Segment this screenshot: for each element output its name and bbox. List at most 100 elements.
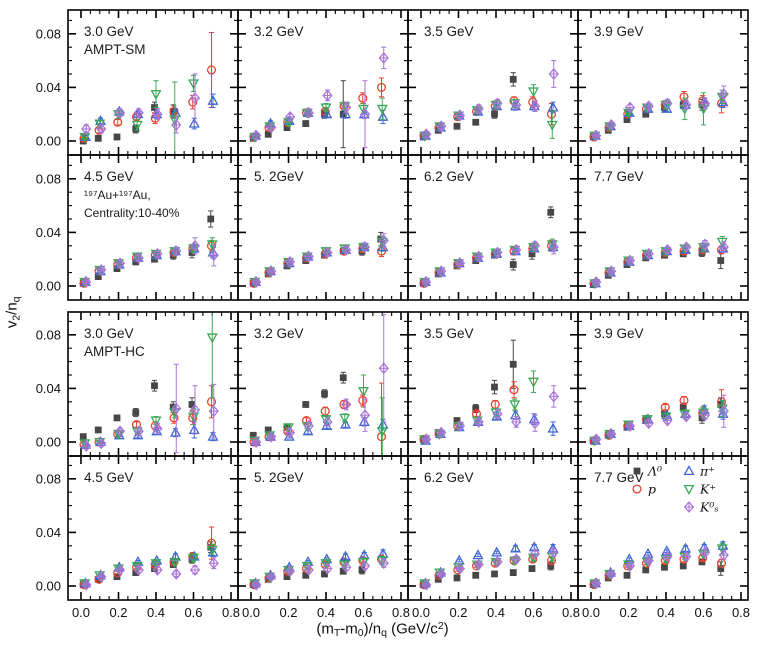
svg-text:0.4: 0.4 <box>147 605 165 620</box>
marker-pi <box>188 117 200 128</box>
marker-p <box>376 432 387 442</box>
marker-lambda <box>717 565 725 572</box>
marker-kshort <box>284 255 296 268</box>
marker-kshort <box>284 426 296 439</box>
marker-kshort <box>548 546 559 559</box>
marker-kplus <box>698 408 709 419</box>
marker-kshort <box>606 428 617 440</box>
marker-lambda <box>547 562 555 570</box>
panel-14: 0.0 0.2 0.4 0.6 0.8 5. 2GeV <box>237 455 410 620</box>
marker-kplus <box>623 108 634 119</box>
marker-lambda <box>113 133 121 141</box>
marker-lambda <box>79 433 87 441</box>
marker-kplus <box>320 415 332 426</box>
svg-text:5. 2GeV: 5. 2GeV <box>254 470 304 485</box>
marker-kshort <box>114 563 126 576</box>
marker-kshort <box>681 550 692 563</box>
svg-text:7.7 GeV: 7.7 GeV <box>594 470 644 485</box>
marker-pi <box>321 108 333 119</box>
marker-kplus <box>79 439 91 450</box>
marker-kshort <box>511 415 522 428</box>
panel-11: 3.5 GeV <box>407 311 579 457</box>
marker-kplus <box>150 90 162 101</box>
marker-lambda <box>339 374 347 382</box>
marker-lambda <box>302 120 310 127</box>
panel-1: 0.00 0.04 0.08 3.0 GeV AMPT-SM <box>36 9 239 156</box>
marker-kplus <box>509 400 521 411</box>
marker-kshort <box>359 559 371 572</box>
marker-kplus <box>339 413 351 424</box>
marker-kshort <box>662 550 673 563</box>
marker-kshort <box>341 398 352 411</box>
marker-lambda <box>604 271 612 279</box>
marker-kshort <box>473 558 484 571</box>
svg-text:0.0: 0.0 <box>72 605 90 620</box>
panel-7: 6.2 GeV <box>407 154 579 301</box>
marker-kshort <box>171 245 182 258</box>
marker-kshort <box>511 553 522 566</box>
marker-kshort <box>378 557 389 570</box>
marker-lambda <box>339 567 347 575</box>
svg-text:0.6: 0.6 <box>694 605 712 620</box>
marker-kplus <box>188 79 199 90</box>
marker-lambda <box>491 570 498 578</box>
marker-lambda <box>509 569 517 576</box>
marker-kplus <box>604 122 616 133</box>
legend-marker-kshort <box>683 501 695 513</box>
svg-text:0.00: 0.00 <box>36 134 61 149</box>
svg-text:0.08: 0.08 <box>36 26 61 41</box>
marker-lambda <box>302 401 310 408</box>
marker-kshort <box>133 106 144 119</box>
marker-kshort <box>473 415 484 428</box>
marker-lambda <box>509 261 517 268</box>
marker-kshort <box>492 407 503 420</box>
marker-pi <box>547 542 559 553</box>
marker-kshort <box>436 120 447 133</box>
marker-kplus <box>589 279 601 290</box>
marker-kshort <box>322 89 333 102</box>
svg-text:0.6: 0.6 <box>184 605 202 620</box>
marker-kshort <box>454 109 466 122</box>
marker-kshort <box>341 101 352 114</box>
marker-pi <box>170 426 181 437</box>
marker-lambda <box>472 118 480 126</box>
marker-kshort <box>454 419 466 432</box>
panel-4: 3.9 GeV <box>577 9 749 156</box>
marker-lambda <box>264 426 272 434</box>
marker-lambda <box>132 569 140 576</box>
marker-p <box>358 395 368 406</box>
marker-kshort <box>591 433 602 446</box>
panel-16: 0.0 0.2 0.4 0.6 0.8 7.7 GeV Λ⁰ p π⁺ K⁺ K⁰ₛ <box>577 455 750 620</box>
marker-lambda <box>547 208 555 216</box>
svg-text:4.5 GeV: 4.5 GeV <box>84 470 134 485</box>
svg-text:0.6: 0.6 <box>354 605 372 620</box>
marker-kshort <box>492 246 503 259</box>
marker-lambda <box>623 571 631 579</box>
marker-kplus <box>358 387 369 398</box>
marker-lambda <box>321 390 328 398</box>
marker-kshort <box>492 97 503 110</box>
marker-kshort <box>591 129 602 142</box>
marker-kplus <box>716 544 728 555</box>
legend-marker-pi <box>683 465 695 476</box>
marker-pi <box>661 545 673 556</box>
svg-text:K⁺: K⁺ <box>699 482 716 497</box>
svg-text:AMPT-SM: AMPT-SM <box>84 42 146 57</box>
svg-text:0.08: 0.08 <box>36 471 61 486</box>
svg-text:6.2 GeV: 6.2 GeV <box>424 470 474 485</box>
marker-kplus <box>660 247 672 258</box>
marker-kplus <box>546 120 558 131</box>
marker-pi <box>340 108 351 119</box>
marker-kshort <box>591 276 602 288</box>
marker-kshort <box>454 562 466 575</box>
marker-kshort <box>171 402 182 415</box>
marker-kshort <box>152 422 163 435</box>
marker-p <box>698 553 708 563</box>
marker-kplus <box>716 404 728 415</box>
marker-kshort <box>529 547 541 560</box>
panel-8: 7.7 GeV <box>577 154 749 301</box>
marker-kplus <box>471 106 483 117</box>
marker-kshort <box>341 243 352 256</box>
svg-text:0.0: 0.0 <box>582 605 600 620</box>
marker-kshort <box>548 68 559 80</box>
